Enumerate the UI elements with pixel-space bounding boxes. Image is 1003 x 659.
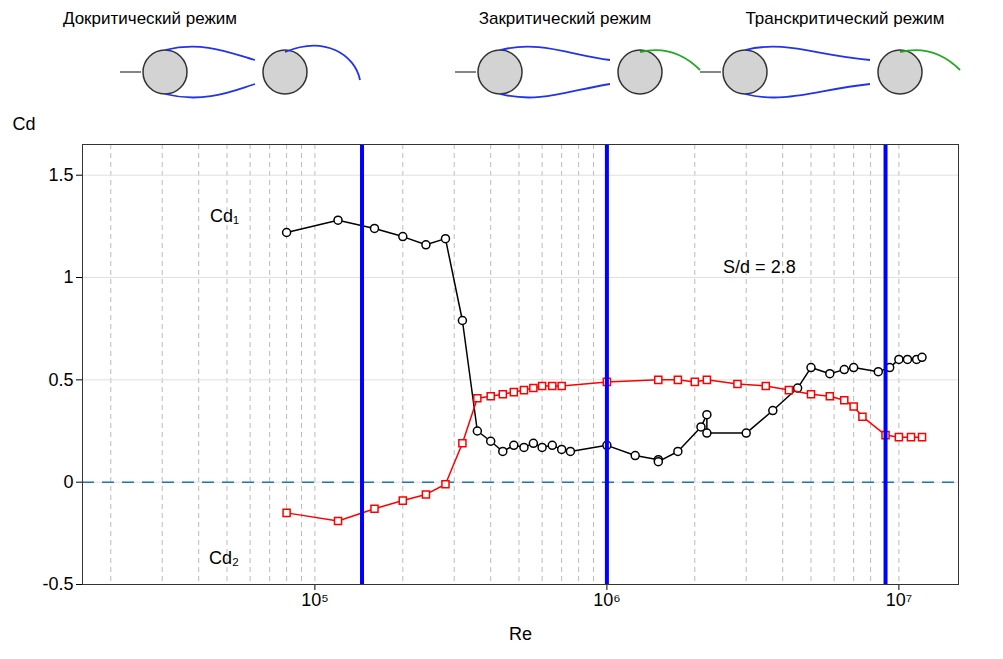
svg-text:Re: Re — [509, 624, 532, 644]
svg-text:10⁶: 10⁶ — [593, 590, 620, 610]
svg-text:0.5: 0.5 — [48, 370, 73, 390]
svg-text:S/d = 2.8: S/d = 2.8 — [723, 257, 796, 277]
svg-text:10⁵: 10⁵ — [301, 590, 328, 610]
svg-text:1.5: 1.5 — [48, 165, 73, 185]
svg-text:Cd: Cd — [13, 114, 36, 134]
svg-text:Cd₁: Cd₁ — [210, 206, 239, 226]
svg-text:0: 0 — [63, 472, 73, 492]
svg-text:Транскритический режим: Транскритический режим — [745, 9, 944, 28]
svg-text:-0.5: -0.5 — [42, 574, 73, 594]
svg-text:Cd₂: Cd₂ — [209, 548, 239, 568]
svg-text:1: 1 — [63, 267, 73, 287]
svg-text:Закритический режим: Закритический режим — [479, 9, 652, 28]
svg-text:10⁷: 10⁷ — [886, 590, 913, 610]
svg-text:Докритический режим: Докритический режим — [63, 9, 237, 28]
